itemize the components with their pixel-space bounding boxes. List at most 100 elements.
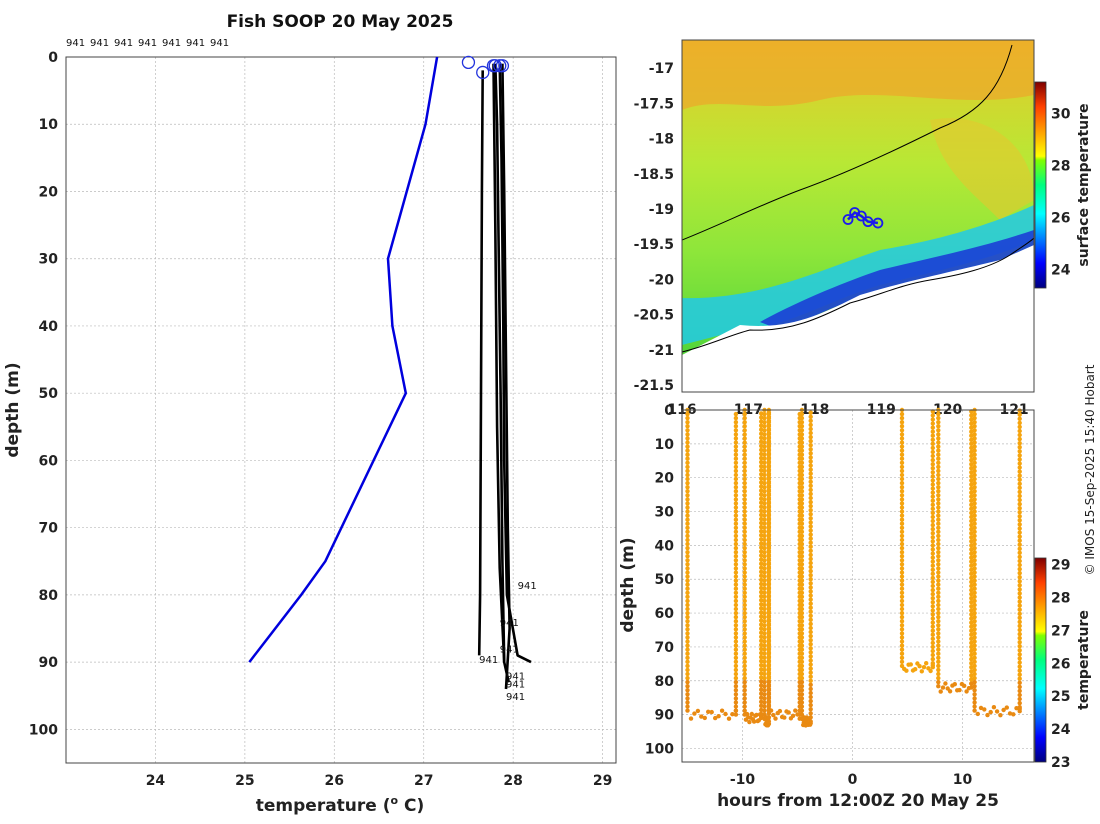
data-point	[733, 521, 739, 526]
data-point	[762, 541, 767, 547]
data-point	[899, 525, 905, 530]
data-point	[762, 558, 767, 563]
map-colorbar	[1034, 81, 1047, 289]
data-point	[930, 543, 935, 548]
data-point	[733, 570, 739, 575]
data-point	[808, 629, 813, 635]
data-point	[742, 602, 747, 608]
data-point	[733, 529, 739, 534]
data-point	[1017, 652, 1022, 657]
data-point	[998, 713, 1003, 718]
data-point	[808, 536, 813, 541]
data-point	[808, 483, 813, 488]
data-point	[969, 457, 974, 463]
data-point	[1017, 428, 1022, 434]
data-point	[733, 517, 739, 522]
data-point	[799, 537, 805, 543]
data-point	[786, 710, 791, 715]
data-point	[759, 634, 764, 639]
data-point	[799, 545, 805, 551]
data-point	[1017, 481, 1022, 486]
data-point	[972, 614, 977, 620]
data-point	[742, 480, 747, 486]
data-point	[799, 696, 805, 701]
data-point	[759, 415, 764, 420]
data-point	[762, 537, 767, 543]
data-point	[742, 700, 747, 705]
data-point	[969, 518, 974, 524]
data-point	[733, 533, 739, 539]
data-point	[733, 606, 739, 612]
map-y-tick-label: -17.5	[634, 96, 674, 112]
data-point	[936, 566, 941, 571]
y-tick-label: 0	[48, 50, 58, 66]
data-point	[930, 474, 935, 479]
data-point	[685, 541, 690, 547]
data-point	[685, 497, 690, 502]
data-point	[768, 708, 774, 713]
data-point	[972, 558, 977, 563]
data-point	[969, 559, 974, 564]
data-point	[733, 586, 739, 591]
data-point	[899, 420, 905, 425]
data-point	[759, 594, 764, 599]
data-point	[972, 440, 977, 445]
data-point	[972, 480, 977, 486]
data-point	[685, 558, 690, 563]
data-point	[899, 586, 905, 591]
data-point	[762, 570, 767, 575]
data-point	[685, 456, 690, 461]
data-point	[1017, 534, 1022, 539]
data-point	[742, 627, 747, 632]
data-point	[759, 654, 764, 660]
data-point	[733, 688, 739, 693]
data-point	[762, 594, 767, 599]
data-point	[1017, 587, 1022, 592]
data-point	[808, 426, 813, 432]
data-point	[1017, 485, 1022, 490]
data-point	[759, 598, 764, 603]
data-point	[972, 679, 977, 685]
data-point	[930, 502, 935, 507]
data-point	[899, 554, 905, 559]
data-point	[1017, 518, 1022, 523]
data-point	[799, 448, 805, 453]
data-point	[762, 651, 767, 656]
data-point	[799, 440, 805, 445]
data-point	[742, 545, 747, 551]
data-point	[930, 526, 935, 532]
data-point	[742, 444, 747, 449]
data-point	[972, 424, 977, 429]
data-point	[936, 667, 941, 673]
data-point	[742, 574, 747, 579]
data-point	[969, 417, 974, 422]
data-point	[762, 623, 767, 628]
data-point	[930, 579, 935, 585]
data-point	[972, 537, 977, 543]
data-point	[685, 468, 690, 474]
data-point	[936, 472, 941, 478]
data-point	[799, 708, 805, 713]
data-point	[733, 582, 739, 587]
data-point	[936, 452, 941, 457]
data-point	[685, 586, 690, 591]
data-point	[899, 614, 905, 620]
data-point	[733, 684, 739, 689]
data-point	[972, 411, 977, 417]
data-point	[759, 468, 764, 473]
data-point	[759, 622, 764, 627]
data-point	[759, 549, 764, 554]
map-colorbar-tick: 26	[1051, 211, 1070, 227]
data-point	[733, 497, 739, 502]
data-point	[766, 537, 772, 543]
data-point	[972, 594, 977, 599]
data-point	[969, 486, 974, 491]
data-point	[930, 453, 935, 459]
data-point	[969, 632, 974, 637]
data-point	[969, 421, 974, 426]
data-point	[685, 424, 690, 429]
data-point	[972, 647, 977, 652]
data-point	[972, 704, 977, 709]
data-point	[759, 614, 764, 619]
